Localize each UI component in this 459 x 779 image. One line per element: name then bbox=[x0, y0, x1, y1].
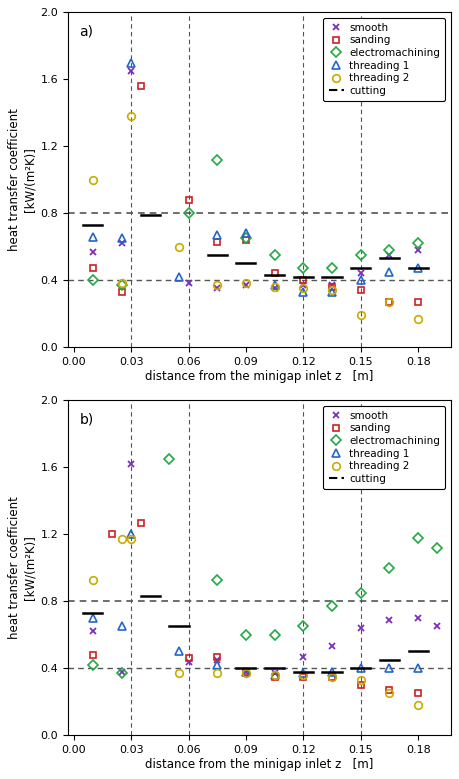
X-axis label: distance from the minigap inlet z   [m]: distance from the minigap inlet z [m] bbox=[145, 758, 374, 770]
Legend: smooth, sanding, electromachining, threading 1, threading 2, cutting: smooth, sanding, electromachining, threa… bbox=[323, 406, 445, 489]
Legend: smooth, sanding, electromachining, threading 1, threading 2, cutting: smooth, sanding, electromachining, threa… bbox=[323, 18, 445, 101]
Y-axis label: heat transfer coefficient
[kW/(m²K)]: heat transfer coefficient [kW/(m²K)] bbox=[8, 496, 36, 640]
Text: b): b) bbox=[79, 412, 94, 426]
Text: a): a) bbox=[79, 24, 94, 38]
Y-axis label: heat transfer coefficient
[kW/(m²K)]: heat transfer coefficient [kW/(m²K)] bbox=[8, 108, 36, 251]
X-axis label: distance from the minigap inlet z   [m]: distance from the minigap inlet z [m] bbox=[145, 369, 374, 382]
